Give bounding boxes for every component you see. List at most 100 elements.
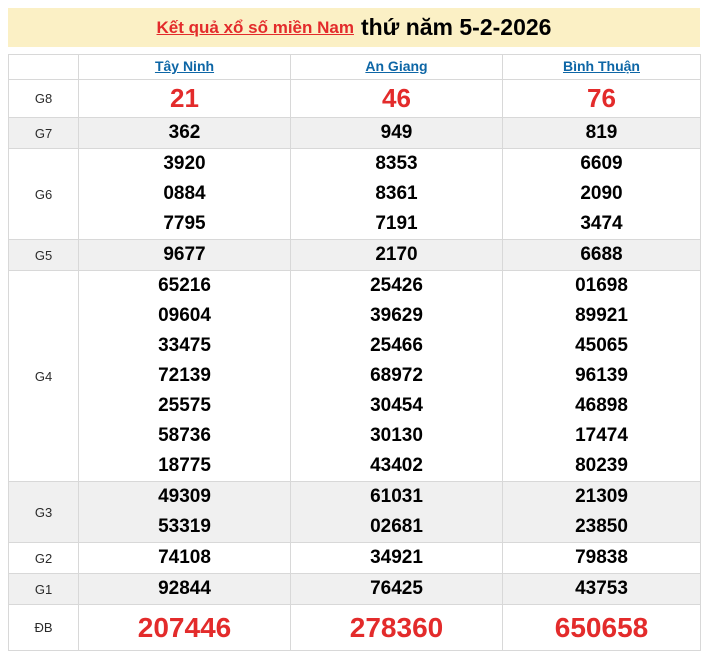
result-cell: 25426 39629 25466 68972 30454 30130 43402 <box>290 270 503 482</box>
result-cell: 8353 8361 7191 <box>290 148 503 240</box>
result-number: 92844 <box>158 578 211 599</box>
prize-label: G1 <box>8 573 79 605</box>
result-number: 23850 <box>575 516 628 537</box>
result-number: 6609 <box>580 153 623 174</box>
result-number: 34921 <box>370 547 423 568</box>
prize-column-header <box>8 54 79 80</box>
result-number: 80239 <box>575 455 628 476</box>
result-cell: 3920 0884 7795 <box>78 148 291 240</box>
column-header-row: Tây Ninh An Giang Bình Thuận <box>8 54 701 80</box>
result-number: 819 <box>585 122 618 143</box>
prize-label: G3 <box>8 481 79 543</box>
table-row: G2 74108 34921 79838 <box>8 542 701 574</box>
result-number: 8353 <box>375 153 418 174</box>
result-number: 7795 <box>163 213 206 234</box>
result-number: 96139 <box>575 365 628 386</box>
prize-label: G6 <box>8 148 79 240</box>
result-number: 02681 <box>370 516 423 537</box>
draw-date-title: thứ năm 5-2-2026 <box>360 14 552 40</box>
result-cell: 819 <box>502 117 701 149</box>
result-cell: 949 <box>290 117 503 149</box>
table-row: G6 3920 0884 7795 8353 8361 7191 6609 2090 3474 <box>8 148 701 240</box>
result-cell: 92844 <box>78 573 291 605</box>
result-cell: 207446 <box>78 604 291 651</box>
result-number: 25575 <box>158 395 211 416</box>
result-cell: 6688 <box>502 239 701 271</box>
result-number: 9677 <box>163 244 206 265</box>
table-row: G5 9677 2170 6688 <box>8 239 701 271</box>
result-number: 30130 <box>370 425 423 446</box>
result-number: 8361 <box>375 183 418 204</box>
result-cell: 61031 02681 <box>290 481 503 543</box>
province-link-tay-ninh[interactable]: Tây Ninh <box>154 58 215 74</box>
result-cell: 79838 <box>502 542 701 574</box>
result-number: 2170 <box>375 244 418 265</box>
result-cell: 6609 2090 3474 <box>502 148 701 240</box>
result-number: 33475 <box>158 335 211 356</box>
result-number: 207446 <box>137 612 232 643</box>
result-number: 46898 <box>575 395 628 416</box>
result-cell: 34921 <box>290 542 503 574</box>
result-number: 18775 <box>158 455 211 476</box>
prize-label: G4 <box>8 270 79 482</box>
result-number: 74108 <box>158 547 211 568</box>
result-cell: 278360 <box>290 604 503 651</box>
result-cell: 2170 <box>290 239 503 271</box>
prize-label: G2 <box>8 542 79 574</box>
result-number: 68972 <box>370 365 423 386</box>
result-number: 76 <box>587 83 616 113</box>
table-row: G8 21 46 76 <box>8 79 701 118</box>
column-header-binh-thuan: Bình Thuận <box>502 54 701 80</box>
result-cell: 76 <box>502 79 701 118</box>
result-cell: 46 <box>290 79 503 118</box>
prize-label: ĐB <box>8 604 79 651</box>
region-title-link[interactable]: Kết quả xổ số miền Nam <box>156 17 354 37</box>
result-number: 45065 <box>575 335 628 356</box>
result-number: 58736 <box>158 425 211 446</box>
result-cell: 21 <box>78 79 291 118</box>
prize-label: G5 <box>8 239 79 271</box>
result-cell: 650658 <box>502 604 701 651</box>
result-number: 7191 <box>375 213 418 234</box>
province-link-an-giang[interactable]: An Giang <box>365 58 428 74</box>
result-number: 46 <box>382 83 411 113</box>
result-number: 0884 <box>163 183 206 204</box>
result-number: 43402 <box>370 455 423 476</box>
result-number: 01698 <box>575 275 628 296</box>
column-header-tay-ninh: Tây Ninh <box>78 54 291 80</box>
result-cell: 49309 53319 <box>78 481 291 543</box>
prize-label: G8 <box>8 79 79 118</box>
result-number: 39629 <box>370 305 423 326</box>
result-cell: 9677 <box>78 239 291 271</box>
table-row: ĐB 207446 278360 650658 <box>8 604 701 651</box>
result-number: 362 <box>168 122 201 143</box>
result-number: 278360 <box>349 612 444 643</box>
result-number: 949 <box>380 122 413 143</box>
column-header-an-giang: An Giang <box>290 54 503 80</box>
result-cell: 65216 09604 33475 72139 25575 58736 18775 <box>78 270 291 482</box>
table-row: G1 92844 76425 43753 <box>8 573 701 605</box>
result-number: 53319 <box>158 516 211 537</box>
result-number: 3474 <box>580 213 623 234</box>
result-cell: 01698 89921 45065 96139 46898 17474 80239 <box>502 270 701 482</box>
result-number: 30454 <box>370 395 423 416</box>
table-row: G7 362 949 819 <box>8 117 701 149</box>
result-cell: 76425 <box>290 573 503 605</box>
result-number: 72139 <box>158 365 211 386</box>
result-number: 25426 <box>370 275 423 296</box>
result-cell: 362 <box>78 117 291 149</box>
result-number: 21309 <box>575 486 628 507</box>
result-number: 650658 <box>554 612 649 643</box>
province-link-binh-thuan[interactable]: Bình Thuận <box>563 58 640 74</box>
prize-label: G7 <box>8 117 79 149</box>
table-row: G3 49309 53319 61031 02681 21309 23850 <box>8 481 701 543</box>
table-row: G4 65216 09604 33475 72139 25575 58736 18775 254… <box>8 270 701 482</box>
result-cell: 43753 <box>502 573 701 605</box>
result-number: 65216 <box>158 275 211 296</box>
result-number: 49309 <box>158 486 211 507</box>
result-number: 43753 <box>575 578 628 599</box>
result-number: 25466 <box>370 335 423 356</box>
result-number: 89921 <box>575 305 628 326</box>
result-cell: 74108 <box>78 542 291 574</box>
